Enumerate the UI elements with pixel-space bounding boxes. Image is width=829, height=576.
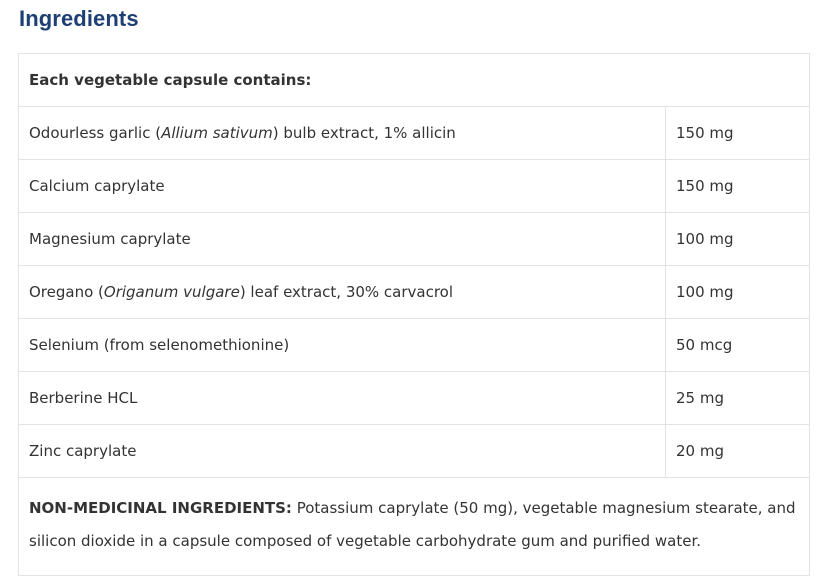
table-row: Berberine HCL 25 mg: [18, 371, 810, 425]
table-row: Oregano (Origanum vulgare) leaf extract,…: [18, 265, 810, 319]
latin-name: Allium sativum: [161, 124, 273, 142]
section-heading: Ingredients: [19, 6, 139, 31]
ingredient-name: Berberine HCL: [18, 371, 666, 425]
ingredient-name: Calcium caprylate: [18, 159, 666, 213]
ingredient-name: Magnesium caprylate: [18, 212, 666, 266]
ingredient-amount: 20 mg: [665, 424, 810, 478]
ingredient-name: Odourless garlic (Allium sativum) bulb e…: [18, 106, 666, 160]
ingredient-amount: 100 mg: [665, 212, 810, 266]
ingredient-name-text: Selenium (from selenomethionine): [29, 336, 290, 354]
non-medicinal-text: Potassium caprylate (50 mg), vegetable m…: [29, 499, 796, 550]
ingredient-amount: 150 mg: [665, 106, 810, 160]
ingredient-name-text: Oregano (: [29, 283, 104, 301]
ingredient-amount: 100 mg: [665, 265, 810, 319]
table-header: Each vegetable capsule contains:: [18, 53, 810, 107]
table-row: Selenium (from selenomethionine) 50 mcg: [18, 318, 810, 372]
table-row: Calcium caprylate 150 mg: [18, 159, 810, 213]
ingredient-name-text: Odourless garlic (: [29, 124, 162, 142]
ingredient-amount: 150 mg: [665, 159, 810, 213]
non-medicinal-ingredients: NON-MEDICINAL INGREDIENTS: Potassium cap…: [18, 477, 810, 576]
ingredients-table: Each vegetable capsule contains: Odourle…: [18, 53, 810, 576]
table-row: Zinc caprylate 20 mg: [18, 424, 810, 478]
ingredient-amount: 50 mcg: [665, 318, 810, 372]
ingredient-name-text: Berberine HCL: [29, 389, 138, 407]
ingredient-name: Zinc caprylate: [18, 424, 666, 478]
non-medicinal-label: NON-MEDICINAL INGREDIENTS:: [29, 499, 292, 517]
ingredient-name-text: Calcium caprylate: [29, 177, 165, 195]
ingredient-name-suffix: ) leaf extract, 30% carvacrol: [239, 283, 454, 301]
ingredient-amount: 25 mg: [665, 371, 810, 425]
table-row: Magnesium caprylate 100 mg: [18, 212, 810, 266]
table-row: Odourless garlic (Allium sativum) bulb e…: [18, 106, 810, 160]
non-medicinal-row: NON-MEDICINAL INGREDIENTS: Potassium cap…: [18, 477, 810, 576]
ingredient-name: Oregano (Origanum vulgare) leaf extract,…: [18, 265, 666, 319]
ingredient-name: Selenium (from selenomethionine): [18, 318, 666, 372]
table-header-row: Each vegetable capsule contains:: [18, 53, 810, 107]
ingredient-name-text: Zinc caprylate: [29, 442, 137, 460]
ingredient-name-suffix: ) bulb extract, 1% allicin: [272, 124, 456, 142]
latin-name: Origanum vulgare: [103, 283, 240, 301]
ingredient-name-text: Magnesium caprylate: [29, 230, 191, 248]
